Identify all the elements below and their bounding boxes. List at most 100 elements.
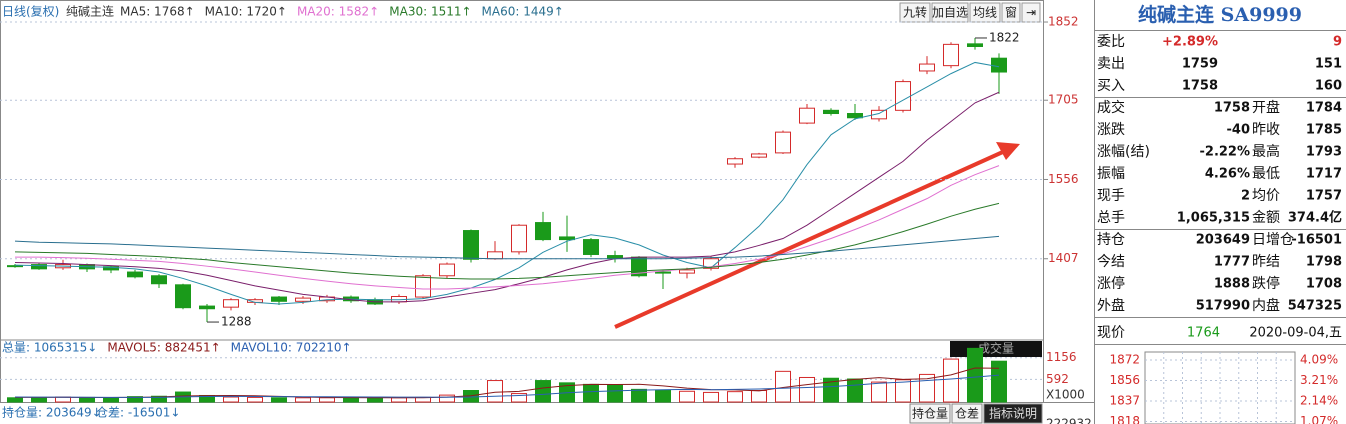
volume-bar (103, 397, 119, 403)
indicator-button[interactable] (983, 403, 1043, 424)
candle-body (463, 230, 479, 260)
sidebar-value: -2.22% (1200, 145, 1251, 160)
candle-body (727, 158, 743, 165)
volume-bar (895, 379, 911, 403)
candle-body (847, 113, 863, 119)
sidebar-label: 持仓 (1097, 232, 1125, 248)
mini-price-label: 1818 (1109, 414, 1140, 424)
symbol-label: 纯碱主连 (66, 4, 114, 19)
sidebar-value: 1784 (1306, 101, 1342, 116)
candle-body (31, 264, 47, 270)
ma-line (15, 165, 1000, 290)
volume-bar (271, 397, 287, 403)
candle-body (919, 63, 935, 72)
indicator-button[interactable] (909, 403, 951, 424)
sidebar-label: 买入 (1097, 78, 1125, 94)
volume-bar (679, 390, 695, 403)
y-tick-label: 1407 (1048, 251, 1079, 265)
sidebar-value: 1717 (1306, 167, 1342, 182)
sidebar-value: 9 (1333, 35, 1342, 50)
volume-bar (487, 380, 503, 403)
volume-button-label[interactable]: 成交量 (978, 341, 1014, 356)
sidebar-label: 最高 (1252, 143, 1280, 160)
sidebar-label: 均价 (1252, 188, 1280, 204)
volume-bar (127, 396, 143, 403)
candle-body (511, 224, 527, 253)
sidebar-label: 卖出 (1097, 56, 1125, 72)
candle-body (991, 57, 1007, 73)
sidebar-label: 外盘 (1097, 297, 1125, 314)
sidebar-label: 昨收 (1252, 122, 1280, 138)
mini-price-label: 1837 (1109, 394, 1140, 408)
mavol-line (15, 367, 1000, 399)
sidebar-value: 151 (1315, 57, 1342, 72)
volume-bar (367, 397, 383, 403)
volume-bar (631, 388, 647, 403)
toolbar-button-label[interactable]: 窗 (1005, 6, 1017, 20)
y-tick-label: 1556 (1048, 172, 1079, 186)
candle-body (703, 258, 719, 269)
sidebar-label: 成交 (1097, 99, 1125, 116)
sidebar-value: 1757 (1306, 189, 1342, 204)
ma-line (14, 235, 1000, 260)
sidebar-value: 160 (1315, 79, 1342, 94)
y-tick-label: 1852 (1048, 15, 1079, 29)
sidebar-label: 最低 (1252, 166, 1280, 182)
candle-body (655, 271, 671, 274)
sidebar-value: 517990 (1196, 299, 1250, 314)
volume-bar (7, 397, 23, 403)
mini-pct-label: 1.07% (1300, 414, 1338, 424)
sidebar-value: 1798 (1306, 255, 1342, 270)
scale-label: 222932 (1046, 417, 1092, 424)
ma-legend: MA10: 1720↑ (205, 5, 287, 19)
candle-body (607, 255, 623, 259)
sidebar-value: 1758 (1214, 101, 1250, 116)
unit-label: X1000 (1046, 388, 1085, 402)
mini-pct-label: 4.09% (1300, 353, 1338, 367)
indicator-button[interactable] (951, 403, 983, 424)
toolbar-button-label[interactable]: ⇥ (1026, 6, 1036, 20)
sidebar-value: 4.26% (1205, 167, 1250, 182)
volume-bar (79, 396, 95, 403)
sidebar-label: 跌停 (1252, 275, 1280, 292)
candle-body (199, 305, 215, 310)
indicator-button-label[interactable]: 指标说明 (989, 406, 1037, 421)
indicator-button-label[interactable]: 仓差 (955, 407, 979, 421)
candle-body (943, 43, 959, 67)
sidebar-value: 1759 (1182, 57, 1218, 72)
indicator-button-label[interactable]: 持仓量 (912, 406, 948, 421)
volume-bar (751, 390, 767, 403)
sidebar-value: 547325 (1288, 299, 1342, 314)
candle-body (175, 284, 191, 309)
toolbar-button-label[interactable]: 均线 (973, 6, 997, 20)
volume-bar (439, 394, 455, 403)
mini-pct-label: 3.21% (1300, 373, 1338, 387)
volume-bar (823, 377, 839, 403)
candle-body (7, 265, 23, 268)
sidebar-value: 1708 (1306, 277, 1342, 292)
candle-body (583, 239, 599, 255)
volume-bar (967, 347, 983, 403)
candle-body (823, 109, 839, 115)
sidebar-label: 日增仓 (1252, 232, 1294, 248)
sidebar-value: 2020-09-04,五 (1249, 326, 1342, 341)
candle-body (415, 275, 431, 298)
mini-price-label: 1856 (1109, 373, 1140, 387)
volume-bar (319, 397, 335, 403)
ma-legend: MA30: 1511↑ (389, 5, 471, 19)
toolbar-button-label[interactable]: 九转 (903, 5, 927, 20)
sidebar-title: 纯碱主连 SA9999 (1138, 3, 1302, 26)
volume-bar (511, 393, 527, 403)
sidebar-label: 内盘 (1252, 297, 1280, 314)
trend-arrow-head (996, 142, 1020, 160)
candle-body (535, 222, 551, 241)
volume-bar (991, 360, 1007, 403)
sidebar-label: 昨结 (1252, 254, 1280, 270)
toolbar-button-label[interactable]: 加自选 (932, 6, 968, 20)
volume-bar (607, 384, 623, 403)
candle-body (775, 131, 791, 154)
volume-bar (535, 380, 551, 403)
candle-body (223, 299, 239, 308)
candle-body (679, 269, 695, 274)
sidebar-value: 1758 (1182, 79, 1218, 94)
